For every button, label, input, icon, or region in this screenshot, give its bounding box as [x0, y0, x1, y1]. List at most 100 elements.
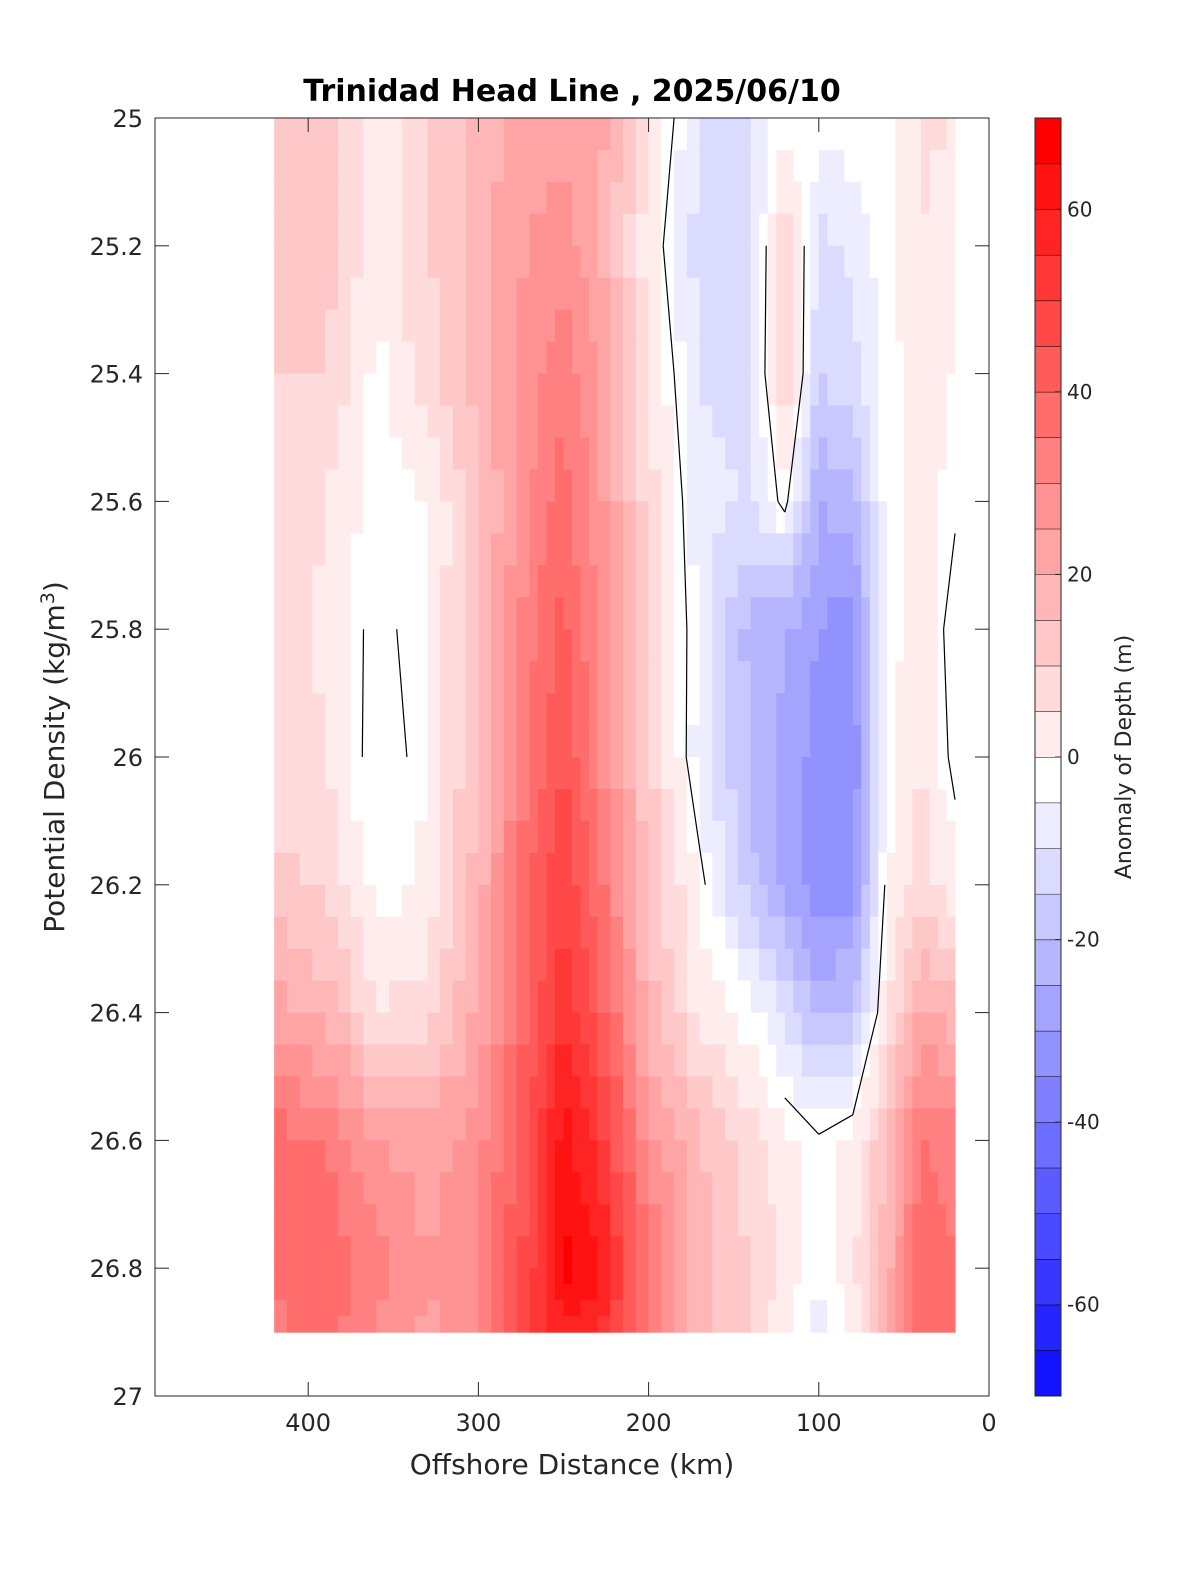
heatmap-cell [529, 820, 539, 854]
heatmap-cell [759, 1044, 769, 1078]
heatmap-cell [929, 629, 939, 662]
heatmap-cell [793, 948, 803, 982]
heatmap-cell [810, 788, 820, 822]
heatmap-cell [767, 1284, 777, 1301]
heatmap-cell [699, 1140, 714, 1173]
heatmap-cell [503, 820, 518, 854]
heatmap-cell [597, 725, 611, 758]
heatmap-cell [478, 948, 492, 982]
heatmap-cell [465, 1140, 479, 1173]
heatmap-cell [686, 1044, 701, 1078]
heatmap-cell [465, 916, 479, 950]
heatmap-cell [401, 565, 416, 598]
heatmap-cell [818, 948, 828, 982]
heatmap-cell [937, 948, 948, 982]
heatmap-cell [844, 1284, 854, 1301]
heatmap-cell [818, 757, 828, 790]
heatmap-cell [946, 1172, 956, 1205]
heatmap-cell [325, 213, 339, 247]
heatmap-cell [623, 533, 637, 566]
heatmap-cell [759, 725, 769, 758]
heatmap-cell [895, 1108, 905, 1141]
heatmap-cell [299, 1140, 314, 1173]
heatmap-cell [712, 1172, 726, 1205]
heatmap-cell [699, 373, 714, 407]
heatmap-cell [312, 1172, 326, 1205]
heatmap-cell [903, 1204, 914, 1237]
heatmap-cell [427, 788, 441, 822]
heatmap-cell [861, 245, 871, 279]
heatmap-cell [337, 501, 352, 534]
heatmap-cell [286, 852, 301, 886]
heatmap-cell [401, 533, 416, 566]
heatmap-cell [537, 1236, 548, 1269]
heatmap-cell [325, 980, 339, 1014]
heatmap-cell [852, 661, 862, 694]
heatmap-cell [827, 118, 837, 151]
heatmap-cell [312, 437, 326, 471]
heatmap-cell [737, 469, 752, 502]
heatmap-cell [895, 501, 905, 534]
heatmap-cell [686, 181, 701, 215]
heatmap-cell [529, 469, 539, 502]
y-tick-label: 27 [112, 1383, 143, 1411]
heatmap-cell [878, 181, 888, 215]
heatmap-cell [478, 1236, 492, 1269]
heatmap-cell [801, 820, 811, 854]
heatmap-cell [818, 693, 828, 726]
heatmap-cell [818, 725, 828, 758]
heatmap-cell [635, 405, 650, 439]
heatmap-cell [946, 501, 956, 534]
heatmap-cell [903, 1172, 914, 1205]
heatmap-cell [478, 916, 492, 950]
heatmap-cell [337, 437, 352, 471]
heatmap-cell [635, 437, 650, 471]
heatmap-cell [699, 245, 714, 279]
heatmap-cell [852, 1044, 862, 1078]
heatmap-cell [337, 341, 352, 375]
heatmap-cell [699, 1268, 714, 1285]
heatmap-cell [635, 820, 650, 854]
heatmap-cell [546, 1044, 556, 1078]
heatmap-cell [537, 980, 548, 1014]
heatmap-cell [440, 149, 454, 183]
heatmap-cell [363, 565, 377, 598]
heatmap-cell [563, 1316, 573, 1333]
heatmap-cell [869, 565, 879, 598]
heatmap-cell [350, 181, 365, 215]
heatmap-cell [516, 213, 531, 247]
heatmap-cell [725, 1236, 739, 1269]
heatmap-cell [299, 309, 314, 343]
heatmap-cell [546, 149, 556, 183]
heatmap-cell [827, 437, 837, 471]
heatmap-cell [767, 405, 777, 439]
heatmap-cell [537, 1284, 548, 1301]
heatmap-cell [401, 469, 416, 502]
heatmap-cell [274, 948, 288, 982]
heatmap-cell [903, 405, 914, 439]
heatmap-cell [878, 1140, 888, 1173]
heatmap-cell [635, 1316, 650, 1333]
heatmap-cell [635, 1300, 650, 1317]
heatmap-cell [440, 1044, 454, 1078]
heatmap-cell [835, 1268, 845, 1285]
heatmap-cell [325, 1012, 339, 1046]
heatmap-cell [572, 1268, 582, 1285]
heatmap-cell [827, 1140, 837, 1173]
heatmap-cell [465, 437, 479, 471]
heatmap-cell [572, 213, 582, 247]
heatmap-cell [376, 629, 390, 662]
heatmap-cell [401, 884, 416, 918]
heatmap-cell [878, 501, 888, 534]
heatmap-cell [337, 852, 352, 886]
heatmap-cell [572, 916, 582, 950]
heatmap-cell [737, 757, 752, 790]
heatmap-cell [563, 1172, 573, 1205]
colorbar-block [1035, 483, 1061, 529]
heatmap-cell [852, 373, 862, 407]
heatmap-cell [801, 661, 811, 694]
heatmap-cell [623, 565, 637, 598]
heatmap-cell [312, 277, 326, 311]
heatmap-cell [810, 309, 820, 343]
heatmap-cell [312, 820, 326, 854]
